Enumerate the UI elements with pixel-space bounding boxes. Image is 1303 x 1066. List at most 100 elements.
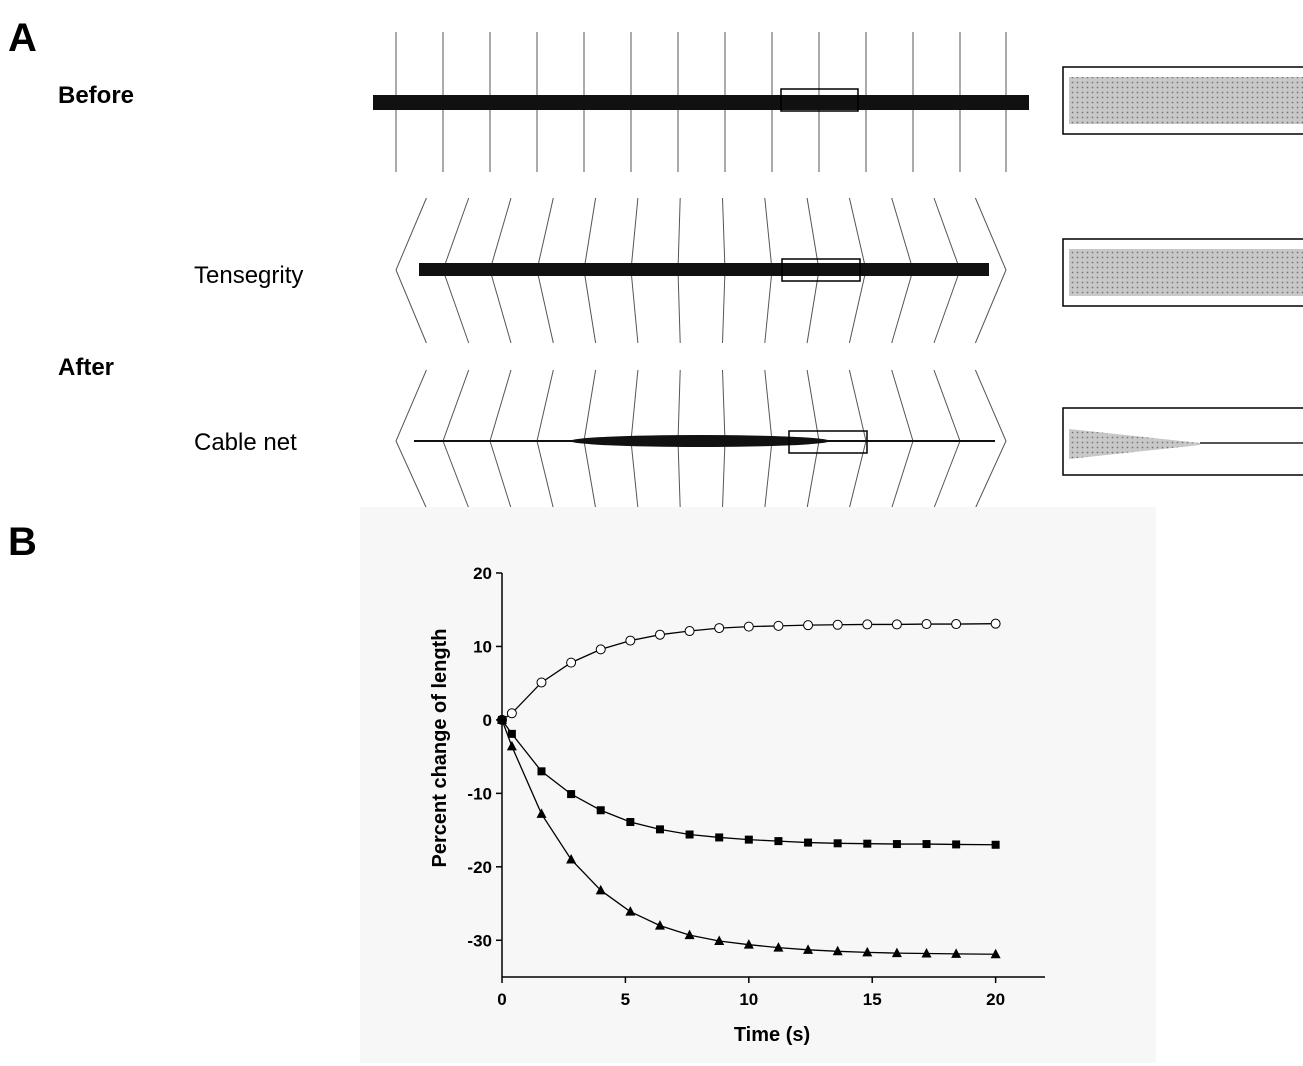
filled-square-point <box>863 839 872 848</box>
x-tick-label: 5 <box>621 990 630 1009</box>
panel-a-letter: A <box>8 16 37 60</box>
cable-net-cable-12 <box>933 369 961 509</box>
chart-axes: -30 -20 -10 0 10 20 0 5 10 15 20 <box>467 564 1045 1009</box>
filled-triangle-point <box>921 947 932 958</box>
filled-square-point <box>626 818 635 827</box>
percent-change-chart: -30 -20 -10 0 10 20 0 5 10 15 20 Time (s) Percent … <box>360 507 1156 1063</box>
tensegrity-model <box>395 197 1007 344</box>
filled-triangle-point <box>862 946 873 957</box>
before-label: Before <box>58 82 135 109</box>
tensegrity-filament-bundle <box>419 263 989 276</box>
open-circle-point <box>714 623 725 634</box>
filled-triangle-point <box>566 853 577 864</box>
open-circle-point <box>566 657 577 668</box>
y-axis-label: Percent change of length <box>429 629 451 868</box>
cable-net-cable-13 <box>974 369 1007 509</box>
filled-square-point <box>567 790 576 799</box>
filled-triangle-point <box>773 942 784 952</box>
open-circle-point <box>921 619 932 630</box>
tensegrity-inset-mesh <box>1069 249 1303 296</box>
series-line-2 <box>501 719 996 955</box>
tensegrity-cable-13 <box>974 197 1007 344</box>
after-label: After <box>58 354 115 381</box>
open-circle-point <box>743 621 754 632</box>
before-filament-bundle <box>373 95 1029 110</box>
cable-net-cable-3 <box>536 369 554 509</box>
tensegrity-zoom-box <box>781 258 861 282</box>
filled-square-point <box>685 830 694 839</box>
cable-net-filament-bundle <box>570 435 830 447</box>
open-circle-point <box>803 620 814 631</box>
zoom-insets <box>1062 66 1303 476</box>
y-tick-label: 0 <box>483 711 492 730</box>
cable-net-cable-2 <box>489 369 512 509</box>
open-circle-point <box>891 619 902 630</box>
filled-square-point <box>537 767 546 776</box>
cable-net-cable-0 <box>395 369 427 509</box>
x-tick-label: 0 <box>497 990 506 1009</box>
cable-net-label: Cable net <box>194 429 297 456</box>
x-tick-label: 15 <box>863 990 882 1009</box>
before-inset-mesh <box>1069 77 1303 124</box>
y-tick-label: -10 <box>467 784 492 803</box>
y-tick-label: -20 <box>467 858 492 877</box>
filled-triangle-point <box>951 948 962 958</box>
panel-a-diagram <box>373 32 1303 509</box>
open-circle-point <box>773 620 784 631</box>
filled-triangle-point <box>803 944 814 954</box>
plot-background <box>360 507 1156 1063</box>
filled-square-point <box>952 840 961 849</box>
before-zoom-box <box>780 88 859 112</box>
filled-square-point <box>922 840 931 849</box>
filled-square-point <box>744 835 753 844</box>
filled-square-point <box>507 729 516 738</box>
tensegrity-label: Tensegrity <box>194 262 304 289</box>
filled-triangle-point <box>832 945 843 956</box>
panel-b-letter: B <box>8 520 37 564</box>
filled-square-point <box>991 840 1000 849</box>
cable-net-cable-10 <box>848 369 867 509</box>
filled-triangle-point <box>625 906 636 916</box>
cable-net-cable-11 <box>891 369 914 509</box>
open-circle-point <box>536 677 547 688</box>
y-tick-label: -30 <box>467 931 492 950</box>
series-line-1 <box>501 719 996 846</box>
filled-square-point <box>774 837 783 846</box>
filled-triangle-point <box>990 948 1001 959</box>
open-circle-point <box>862 619 873 630</box>
tensegrity-cable-0 <box>395 197 427 344</box>
x-axis-label: Time (s) <box>734 1024 810 1046</box>
filled-triangle-point <box>684 929 695 940</box>
filled-triangle-point <box>743 939 754 949</box>
cable-net-model <box>395 369 1007 509</box>
open-circle-point <box>990 618 1001 629</box>
filled-triangle-point <box>506 740 517 751</box>
open-circle-point <box>684 626 695 637</box>
open-circle-point <box>832 619 843 630</box>
filled-square-point <box>833 839 842 848</box>
filled-triangle-point <box>595 884 606 895</box>
filled-square-point <box>596 806 605 815</box>
filled-square-point <box>804 838 813 847</box>
x-tick-label: 20 <box>986 990 1005 1009</box>
y-tick-label: 20 <box>473 564 492 583</box>
filled-square-point <box>892 840 901 849</box>
cable-net-inset-mesh <box>1069 429 1200 459</box>
chart-series <box>497 618 1001 959</box>
filled-square-point <box>715 833 724 842</box>
open-circle-point <box>625 635 636 646</box>
open-circle-point <box>595 644 606 655</box>
open-circle-point <box>951 619 962 630</box>
x-tick-label: 10 <box>739 990 758 1009</box>
before-model <box>373 32 1029 172</box>
cable-net-cable-1 <box>442 369 470 509</box>
filled-triangle-point <box>654 920 665 930</box>
open-circle-point <box>506 708 517 719</box>
filled-triangle-point <box>714 935 725 946</box>
cable-net-zoom-box <box>788 430 868 454</box>
open-circle-point <box>654 629 665 640</box>
filled-triangle-point <box>497 714 507 724</box>
filled-square-point <box>655 825 664 834</box>
filled-triangle-point <box>536 808 547 818</box>
y-tick-label: 10 <box>473 637 492 656</box>
